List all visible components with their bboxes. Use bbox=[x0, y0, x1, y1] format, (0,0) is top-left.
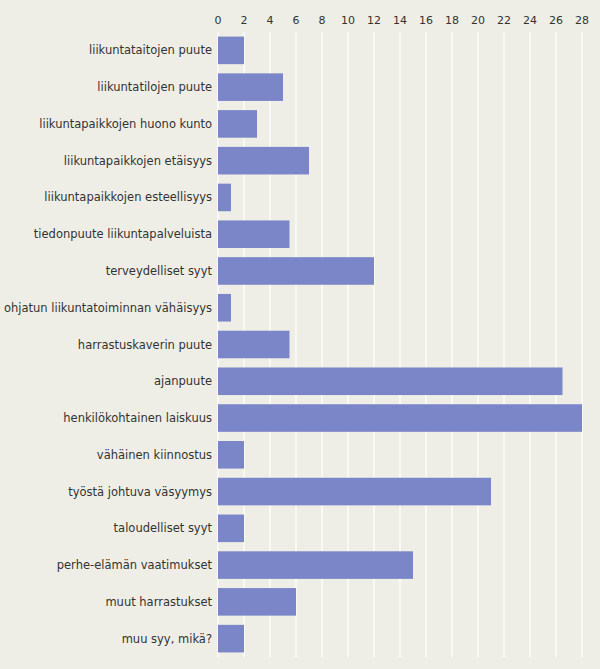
chart-svg: 0246810121416182022242628liikuntataitoje… bbox=[0, 0, 600, 669]
category-label: liikuntapaikkojen huono kunto bbox=[39, 117, 212, 131]
bar bbox=[218, 294, 231, 322]
category-label: terveydelliset syyt bbox=[106, 264, 213, 278]
tick-label: 14 bbox=[393, 14, 407, 27]
tick-label: 16 bbox=[419, 14, 433, 27]
bar bbox=[218, 220, 290, 248]
tick-label: 2 bbox=[241, 14, 248, 27]
tick-label: 0 bbox=[215, 14, 222, 27]
category-label: vähäinen kiinnostus bbox=[97, 448, 212, 462]
tick-label: 20 bbox=[471, 14, 485, 27]
bar bbox=[218, 367, 563, 395]
category-axis: liikuntataitojen puute liikuntatilojen pu… bbox=[4, 43, 213, 645]
tick-label: 6 bbox=[293, 14, 300, 27]
tick-label: 18 bbox=[445, 14, 459, 27]
bar bbox=[218, 331, 290, 359]
bar bbox=[218, 625, 244, 653]
bar bbox=[218, 588, 296, 616]
tick-label: 12 bbox=[367, 14, 381, 27]
category-label: perhe-elämän vaatimukset bbox=[57, 558, 213, 572]
category-label: harrastuskaverin puute bbox=[78, 338, 212, 352]
category-label: henkilökohtainen laiskuus bbox=[63, 411, 212, 425]
tick-label: 26 bbox=[549, 14, 563, 27]
category-label: taloudelliset syyt bbox=[114, 521, 213, 535]
grid-line bbox=[477, 32, 478, 657]
grid-line bbox=[555, 32, 556, 657]
bars bbox=[218, 37, 582, 653]
bar bbox=[218, 441, 244, 469]
bar bbox=[218, 551, 413, 579]
grid-line bbox=[503, 32, 504, 657]
category-label: tiedonpuute liikuntapalveluista bbox=[34, 227, 212, 241]
tick-label: 28 bbox=[575, 14, 589, 27]
grid-line bbox=[529, 32, 530, 657]
bar bbox=[218, 478, 491, 506]
grid-line bbox=[581, 32, 582, 657]
grid bbox=[218, 32, 582, 657]
tick-label: 22 bbox=[497, 14, 511, 27]
grid-line bbox=[451, 32, 452, 657]
bar bbox=[218, 404, 582, 432]
tick-label: 4 bbox=[267, 14, 274, 27]
background bbox=[0, 0, 600, 669]
category-label: ohjatun liikuntatoiminnan vähäisyys bbox=[4, 301, 212, 315]
bar bbox=[218, 37, 244, 65]
bar bbox=[218, 73, 283, 101]
bar bbox=[218, 184, 231, 212]
category-label: ajanpuute bbox=[154, 374, 212, 388]
tick-label: 24 bbox=[523, 14, 537, 27]
bar bbox=[218, 110, 257, 138]
bar bbox=[218, 147, 309, 175]
bar bbox=[218, 515, 244, 543]
tick-label: 10 bbox=[341, 14, 355, 27]
category-label: muut harrastukset bbox=[105, 595, 212, 609]
category-label: muu syy, mikä? bbox=[122, 632, 212, 646]
tick-label: 8 bbox=[319, 14, 326, 27]
bar bbox=[218, 257, 374, 285]
category-label: liikuntataitojen puute bbox=[89, 43, 212, 57]
grid-line bbox=[425, 32, 426, 657]
category-label: liikuntapaikkojen etäisyys bbox=[64, 154, 212, 168]
category-label: työstä johtuva väsyymys bbox=[68, 485, 212, 499]
chart-container: 0246810121416182022242628liikuntataitoje… bbox=[0, 0, 600, 669]
value-axis: 0246810121416182022242628 bbox=[215, 14, 590, 27]
category-label: liikuntatilojen puute bbox=[97, 80, 212, 94]
category-label: liikuntapaikkojen esteellisyys bbox=[44, 190, 212, 204]
